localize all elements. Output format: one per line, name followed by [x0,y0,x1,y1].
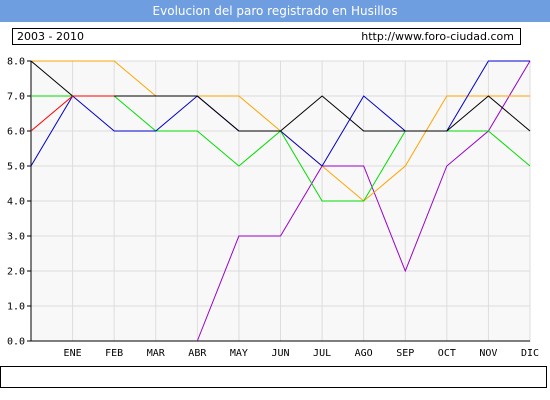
x-tick-label: DIC [521,348,539,359]
y-tick-label: 7.0 [7,92,25,103]
x-tick-label: ABR [188,348,207,359]
legend [0,366,547,388]
info-box: 2003 - 2010 http://www.foro-ciudad.com [12,28,521,45]
y-tick-label: 5.0 [7,162,25,173]
y-tick-label: 4.0 [7,197,25,208]
period-label: 2003 - 2010 [17,30,84,43]
x-tick-label: FEB [105,348,123,359]
chart-title: Evolucion del paro registrado en Husillo… [152,4,398,18]
x-tick-label: OCT [438,348,456,359]
x-tick-label: NOV [479,348,497,359]
x-tick-label: JUL [313,348,331,359]
series-line-2010 [30,95,115,132]
series-line-2005 [196,60,531,342]
x-tick-label: MAR [147,348,166,359]
y-tick-label: 8.0 [7,57,25,68]
y-tick-label: 1.0 [7,302,25,313]
x-tick-label: AGO [355,348,373,359]
x-tick-label: SEP [396,348,414,359]
source-url[interactable]: http://www.foro-ciudad.com [361,30,514,43]
title-bar [0,0,550,22]
x-tick-label: MAY [230,348,248,359]
x-tick-label: JUN [271,348,289,359]
y-tick-label: 2.0 [7,267,25,278]
y-tick-label: 6.0 [7,127,25,138]
y-tick-label: 0.0 [7,337,25,348]
y-tick-label: 3.0 [7,232,25,243]
x-tick-label: ENE [64,348,82,359]
